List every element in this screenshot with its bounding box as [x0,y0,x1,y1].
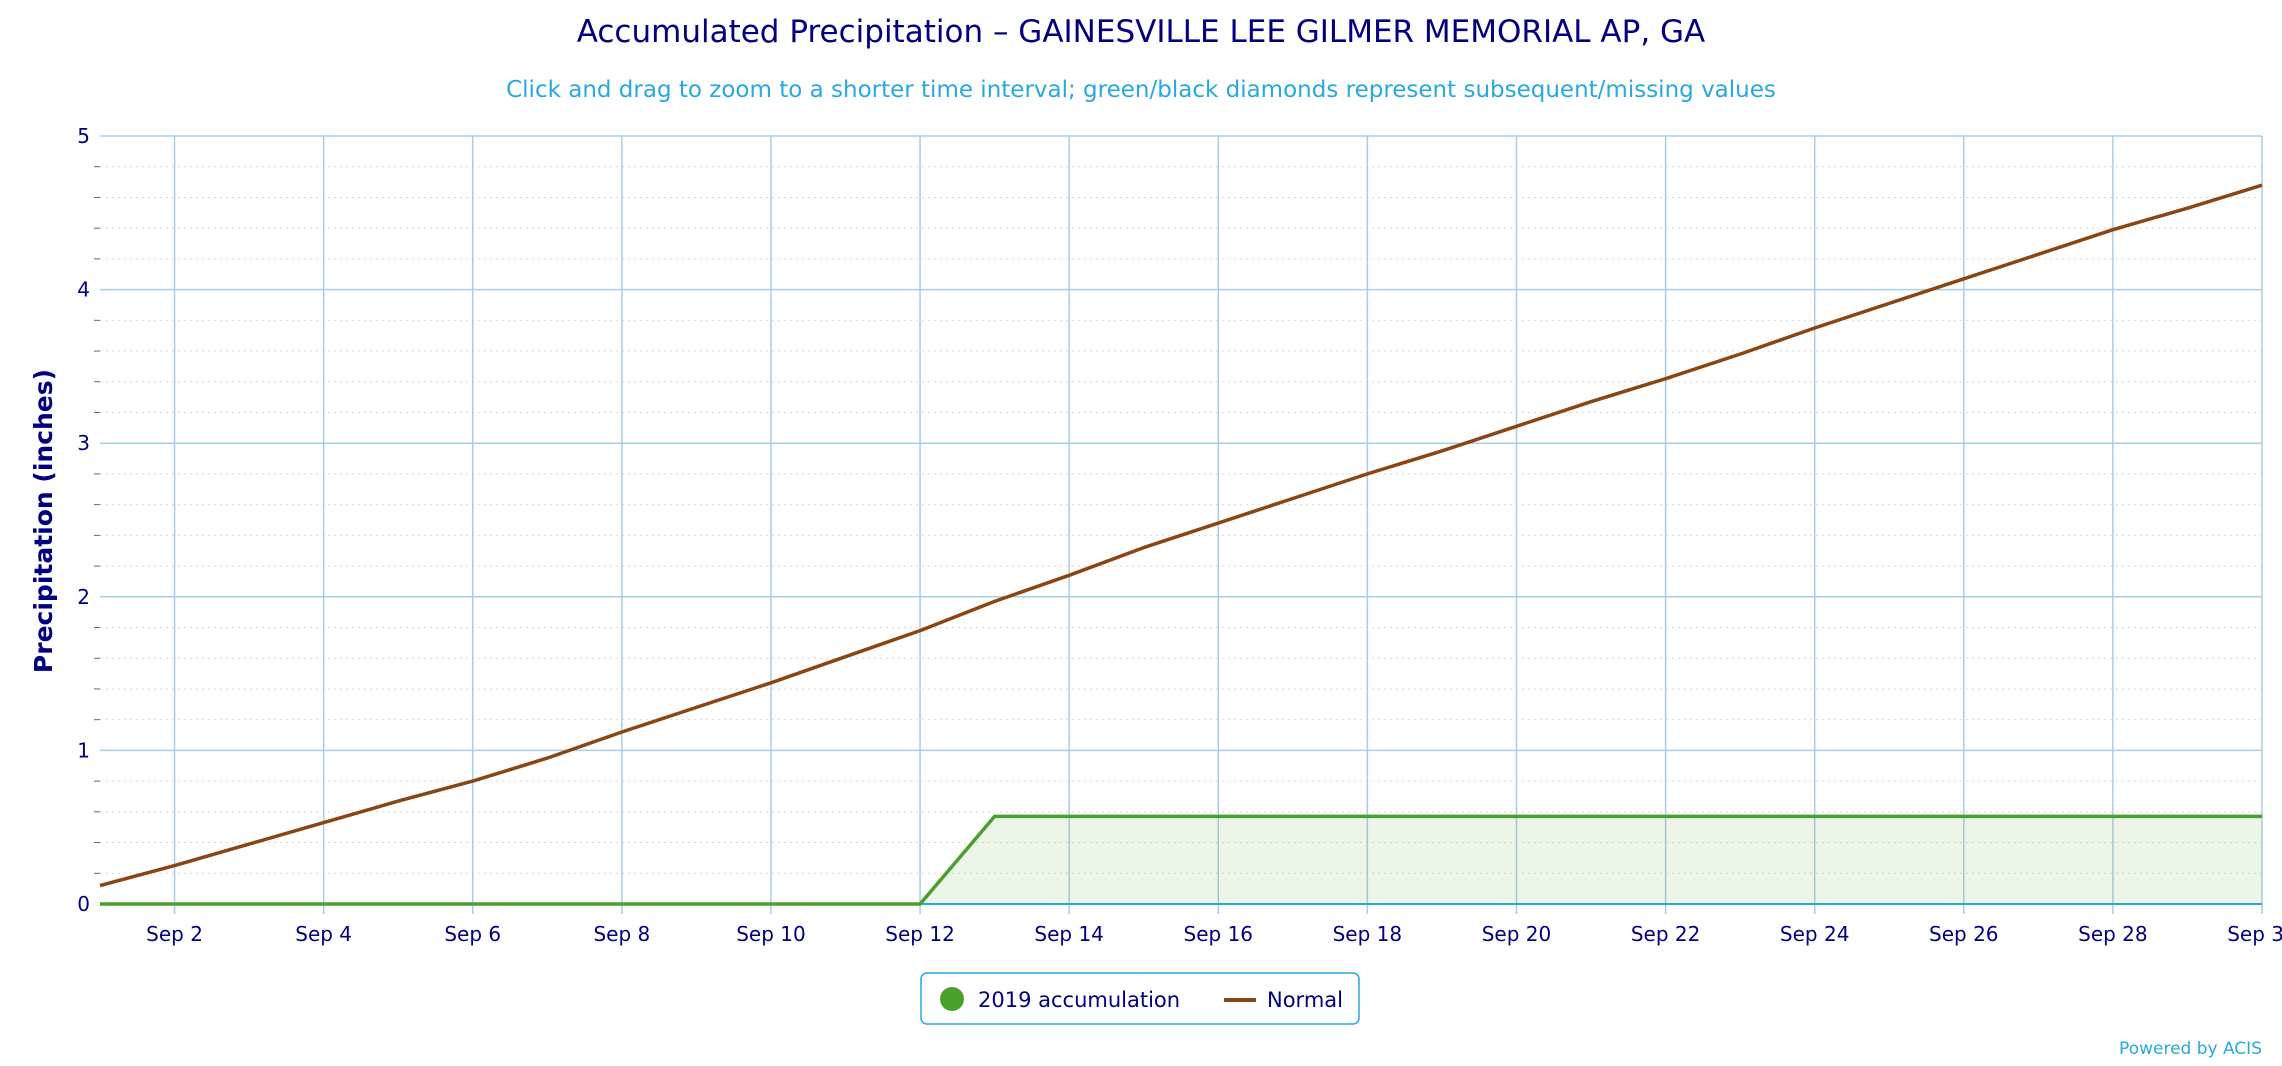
y-axis-title: Precipitation (inches) [29,369,58,673]
x-tick-label: Sep 24 [1780,922,1850,946]
x-tick-label: Sep 28 [2078,922,2148,946]
x-axis: Sep 2 Sep 4 Sep 6 Sep 8 Sep 10 Sep 12 Sep 14 Se… [146,922,2282,946]
x-tick-label: Sep 12 [885,922,955,946]
x-tick-label: Sep 14 [1034,922,1104,946]
series-line-1[interactable] [99,183,2263,888]
plot-area[interactable] [99,183,2263,906]
legend-label-normal: Normal [1267,988,1343,1012]
minor-gridlines [94,166,2262,874]
x-tick-label: Sep 26 [1929,922,1999,946]
chart-subtitle: Click and drag to zoom to a shorter time… [506,77,1776,103]
y-tick-label: 0 [77,892,90,916]
legend-label-2019-accumulation: 2019 accumulation [978,988,1180,1012]
x-tick-label: Sep 18 [1333,922,1403,946]
x-tick-label: Sep 20 [1482,922,1552,946]
y-tick-label: 1 [77,738,90,762]
y-tick-label: 3 [77,431,90,455]
chart-title: Accumulated Precipitation – GAINESVILLE … [577,14,1706,50]
legend-item-2019-accumulation[interactable]: 2019 accumulation [940,987,1180,1012]
series-line-0[interactable] [100,814,2262,906]
x-tick-label: Sep 10 [736,922,806,946]
series-area-0 [100,816,2262,904]
legend-marker-green-circle-icon [940,987,964,1011]
x-tick-label: Sep 16 [1184,922,1254,946]
y-tick-label: 4 [77,278,90,302]
y-tick-label: 5 [77,124,90,148]
y-axis: 0 1 2 3 4 5 [77,124,90,916]
x-tick-label: Sep 4 [295,922,352,946]
credits-link[interactable]: Powered by ACIS [2119,1039,2262,1059]
legend-box [920,972,1360,1025]
legend-item-normal[interactable]: Normal [1224,988,1343,1012]
x-tick-label: Sep 22 [1631,922,1701,946]
x-tick-label: Sep 8 [593,922,650,946]
legend[interactable]: 2019 accumulation Normal [920,972,1360,1025]
gridlines [100,135,2263,914]
x-tick-label: Sep 30 [2227,922,2282,946]
x-tick-label: Sep 2 [146,922,203,946]
y-tick-label: 2 [77,585,90,609]
x-tick-label: Sep 6 [444,922,501,946]
